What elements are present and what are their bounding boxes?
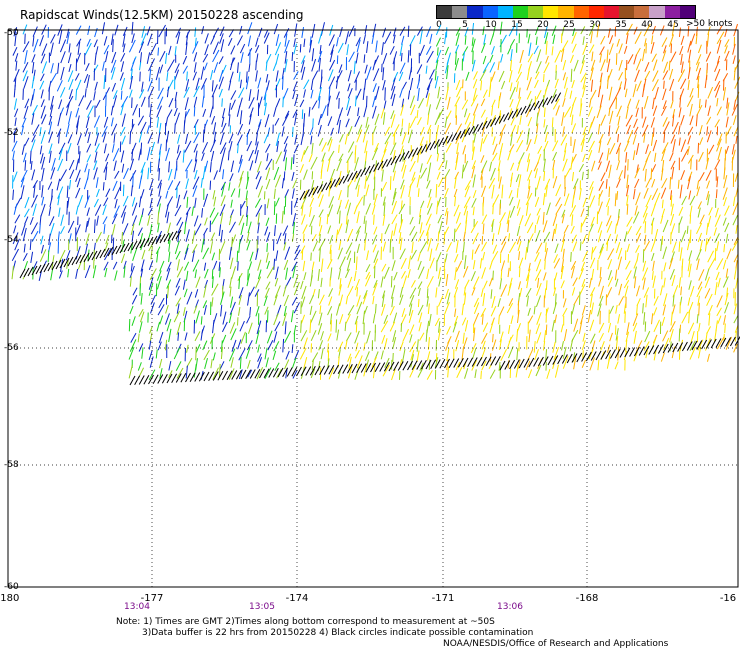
grid-lines (8, 30, 738, 587)
note-line-2: 3)Data buffer is 22 hrs from 20150228 4)… (142, 628, 534, 638)
time-label: 13:06 (497, 602, 523, 612)
legend-label: 10 (485, 20, 497, 30)
longitude-label: -168 (575, 593, 599, 604)
legend-swatch (603, 6, 620, 18)
legend-label: 40 (641, 20, 653, 30)
legend-swatch (512, 6, 529, 18)
legend-swatch (558, 6, 574, 18)
longitude-label: -174 (285, 593, 309, 604)
latitude-label: -52 (4, 128, 19, 138)
legend-swatch (649, 6, 665, 18)
longitude-label: -16 (719, 593, 737, 604)
legend-swatch (588, 6, 604, 18)
legend-label: 20 (537, 20, 549, 30)
legend-units: >50 knots (686, 19, 733, 29)
legend-swatch (528, 6, 544, 18)
legend-swatch (452, 6, 468, 18)
legend-swatch (573, 6, 589, 18)
legend-color-bar (436, 5, 696, 19)
wind-speed-legend: 0 5 10 15 20 25 30 35 40 45 (436, 5, 696, 33)
legend-swatch (497, 6, 513, 18)
chart-title: Rapidscat Winds(12.5KM) 20150228 ascendi… (20, 8, 304, 22)
legend-swatch (634, 6, 650, 18)
latitude-label: -56 (4, 343, 19, 353)
longitude-label: -177 (140, 593, 164, 604)
legend-swatch (482, 6, 498, 18)
longitude-label: -180 (0, 593, 20, 604)
legend-swatch (437, 6, 453, 18)
legend-label: 45 (667, 20, 679, 30)
note-line-1: Note: 1) Times are GMT 2)Times along bot… (116, 617, 495, 627)
legend-label: 5 (462, 20, 468, 30)
latitude-label: -58 (4, 460, 19, 470)
longitude-label: -171 (431, 593, 455, 604)
time-label: 13:04 (124, 602, 150, 612)
legend-label: 35 (615, 20, 627, 30)
latitude-label: -54 (4, 235, 19, 245)
legend-swatch (467, 6, 483, 18)
plot-frame (7, 29, 739, 588)
legend-label: 30 (589, 20, 601, 30)
legend-label: 25 (563, 20, 575, 30)
latitude-label: -50 (4, 28, 19, 38)
legend-label: 0 (436, 20, 442, 30)
note-line-3: NOAA/NESDIS/Office of Research and Appli… (443, 639, 669, 649)
time-label: 13:05 (249, 602, 275, 612)
legend-swatch (664, 6, 680, 18)
wind-barbs (11, 21, 740, 386)
legend-swatch (619, 6, 635, 18)
legend-swatch (543, 6, 559, 18)
legend-swatch (679, 6, 695, 18)
latitude-label: -60 (4, 582, 19, 592)
